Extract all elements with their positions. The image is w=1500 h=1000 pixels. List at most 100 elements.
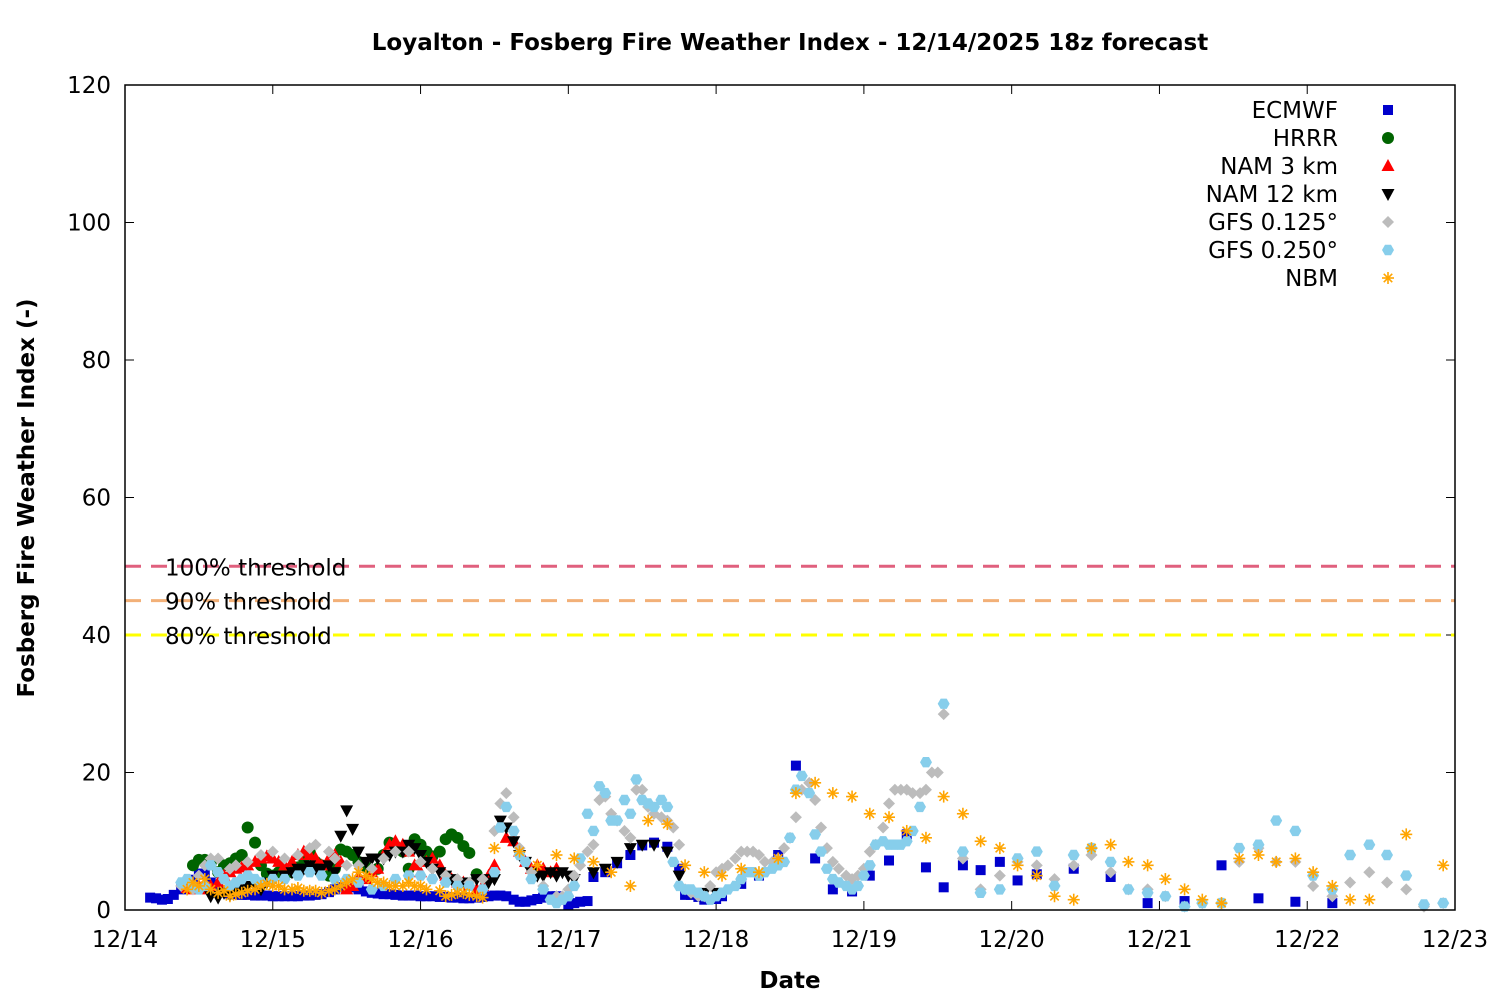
data-point — [334, 830, 348, 843]
data-point — [1344, 893, 1357, 906]
data-point — [309, 838, 322, 851]
data-point — [1085, 842, 1098, 855]
data-point — [156, 894, 167, 905]
data-point — [537, 884, 550, 895]
data-point — [1289, 852, 1302, 865]
data-point — [919, 831, 932, 844]
data-point — [938, 882, 949, 893]
data-point — [789, 787, 802, 800]
data-point — [721, 859, 734, 872]
data-point — [931, 766, 944, 779]
data-point — [716, 869, 729, 882]
data-point — [956, 807, 969, 820]
data-point — [1289, 825, 1302, 837]
data-point — [1307, 879, 1320, 892]
data-point — [587, 855, 600, 868]
data-point — [568, 869, 581, 882]
data-point — [241, 884, 254, 897]
data-point — [353, 884, 364, 895]
data-point — [826, 787, 839, 800]
data-point — [291, 870, 304, 881]
data-point — [914, 801, 926, 813]
data-point — [599, 787, 612, 799]
data-points — [145, 698, 1450, 913]
x-tick-label: 12/18 — [683, 927, 749, 953]
legend-marker — [1382, 244, 1394, 256]
data-point — [488, 867, 501, 878]
data-point — [409, 890, 420, 901]
data-point — [575, 896, 586, 907]
y-axis-label: Fosberg Fire Weather Index (-) — [14, 298, 40, 697]
data-point — [1400, 883, 1413, 896]
data-point — [414, 870, 427, 881]
data-point — [937, 790, 950, 803]
data-point — [735, 862, 748, 875]
data-point — [1290, 896, 1301, 907]
data-point — [883, 797, 896, 810]
data-point — [1104, 866, 1117, 879]
x-tick-label: 12/20 — [979, 927, 1045, 953]
data-point — [145, 892, 156, 903]
data-point — [1400, 828, 1413, 841]
data-point — [487, 858, 501, 871]
data-point — [661, 801, 674, 813]
data-point — [1363, 866, 1376, 879]
data-point — [920, 862, 931, 873]
data-point — [439, 877, 452, 888]
data-point — [1216, 860, 1227, 871]
data-point — [974, 887, 987, 898]
data-point — [648, 801, 660, 813]
data-point — [618, 794, 631, 806]
data-point — [906, 787, 919, 800]
data-point — [414, 855, 427, 868]
data-point — [610, 856, 624, 869]
x-tick-label: 12/23 — [1422, 927, 1488, 953]
data-point — [863, 807, 876, 820]
data-point — [900, 824, 913, 837]
data-point — [1141, 887, 1154, 898]
data-point — [809, 829, 822, 840]
threshold-lines: 100% threshold 90% threshold 80% threshold — [125, 555, 1455, 650]
data-point — [624, 879, 637, 892]
data-point — [151, 893, 162, 904]
x-tick-label: 12/15 — [240, 927, 306, 953]
data-point — [493, 815, 507, 828]
data-point — [1104, 856, 1117, 868]
data-point — [1159, 873, 1172, 886]
y-tick-label: 80 — [82, 348, 111, 374]
data-point — [1437, 859, 1450, 872]
data-point — [278, 852, 291, 865]
data-point — [1030, 869, 1043, 882]
data-point — [303, 860, 317, 873]
data-point — [729, 852, 742, 865]
data-point — [846, 790, 859, 803]
threshold-label: 100% threshold — [165, 555, 346, 581]
data-point — [795, 770, 808, 782]
data-point — [635, 839, 649, 852]
data-point — [555, 867, 569, 880]
data-point — [660, 846, 674, 859]
data-point — [772, 852, 785, 865]
data-point — [1048, 880, 1061, 892]
data-point — [520, 896, 531, 907]
data-point — [433, 845, 446, 858]
data-point — [352, 877, 365, 888]
data-point — [647, 839, 661, 852]
data-point — [920, 757, 932, 768]
data-point — [827, 884, 838, 895]
legend-label: GFS 0.125° — [1208, 210, 1338, 236]
data-point — [508, 894, 519, 905]
data-point — [1196, 893, 1209, 906]
data-point — [390, 889, 401, 900]
data-point — [1327, 898, 1338, 909]
data-point — [507, 811, 520, 824]
data-point — [204, 860, 217, 871]
data-point — [451, 880, 464, 892]
data-point — [752, 849, 765, 861]
data-point — [1270, 815, 1283, 826]
data-point — [519, 856, 532, 868]
data-point — [1067, 849, 1080, 861]
data-point — [790, 760, 801, 771]
